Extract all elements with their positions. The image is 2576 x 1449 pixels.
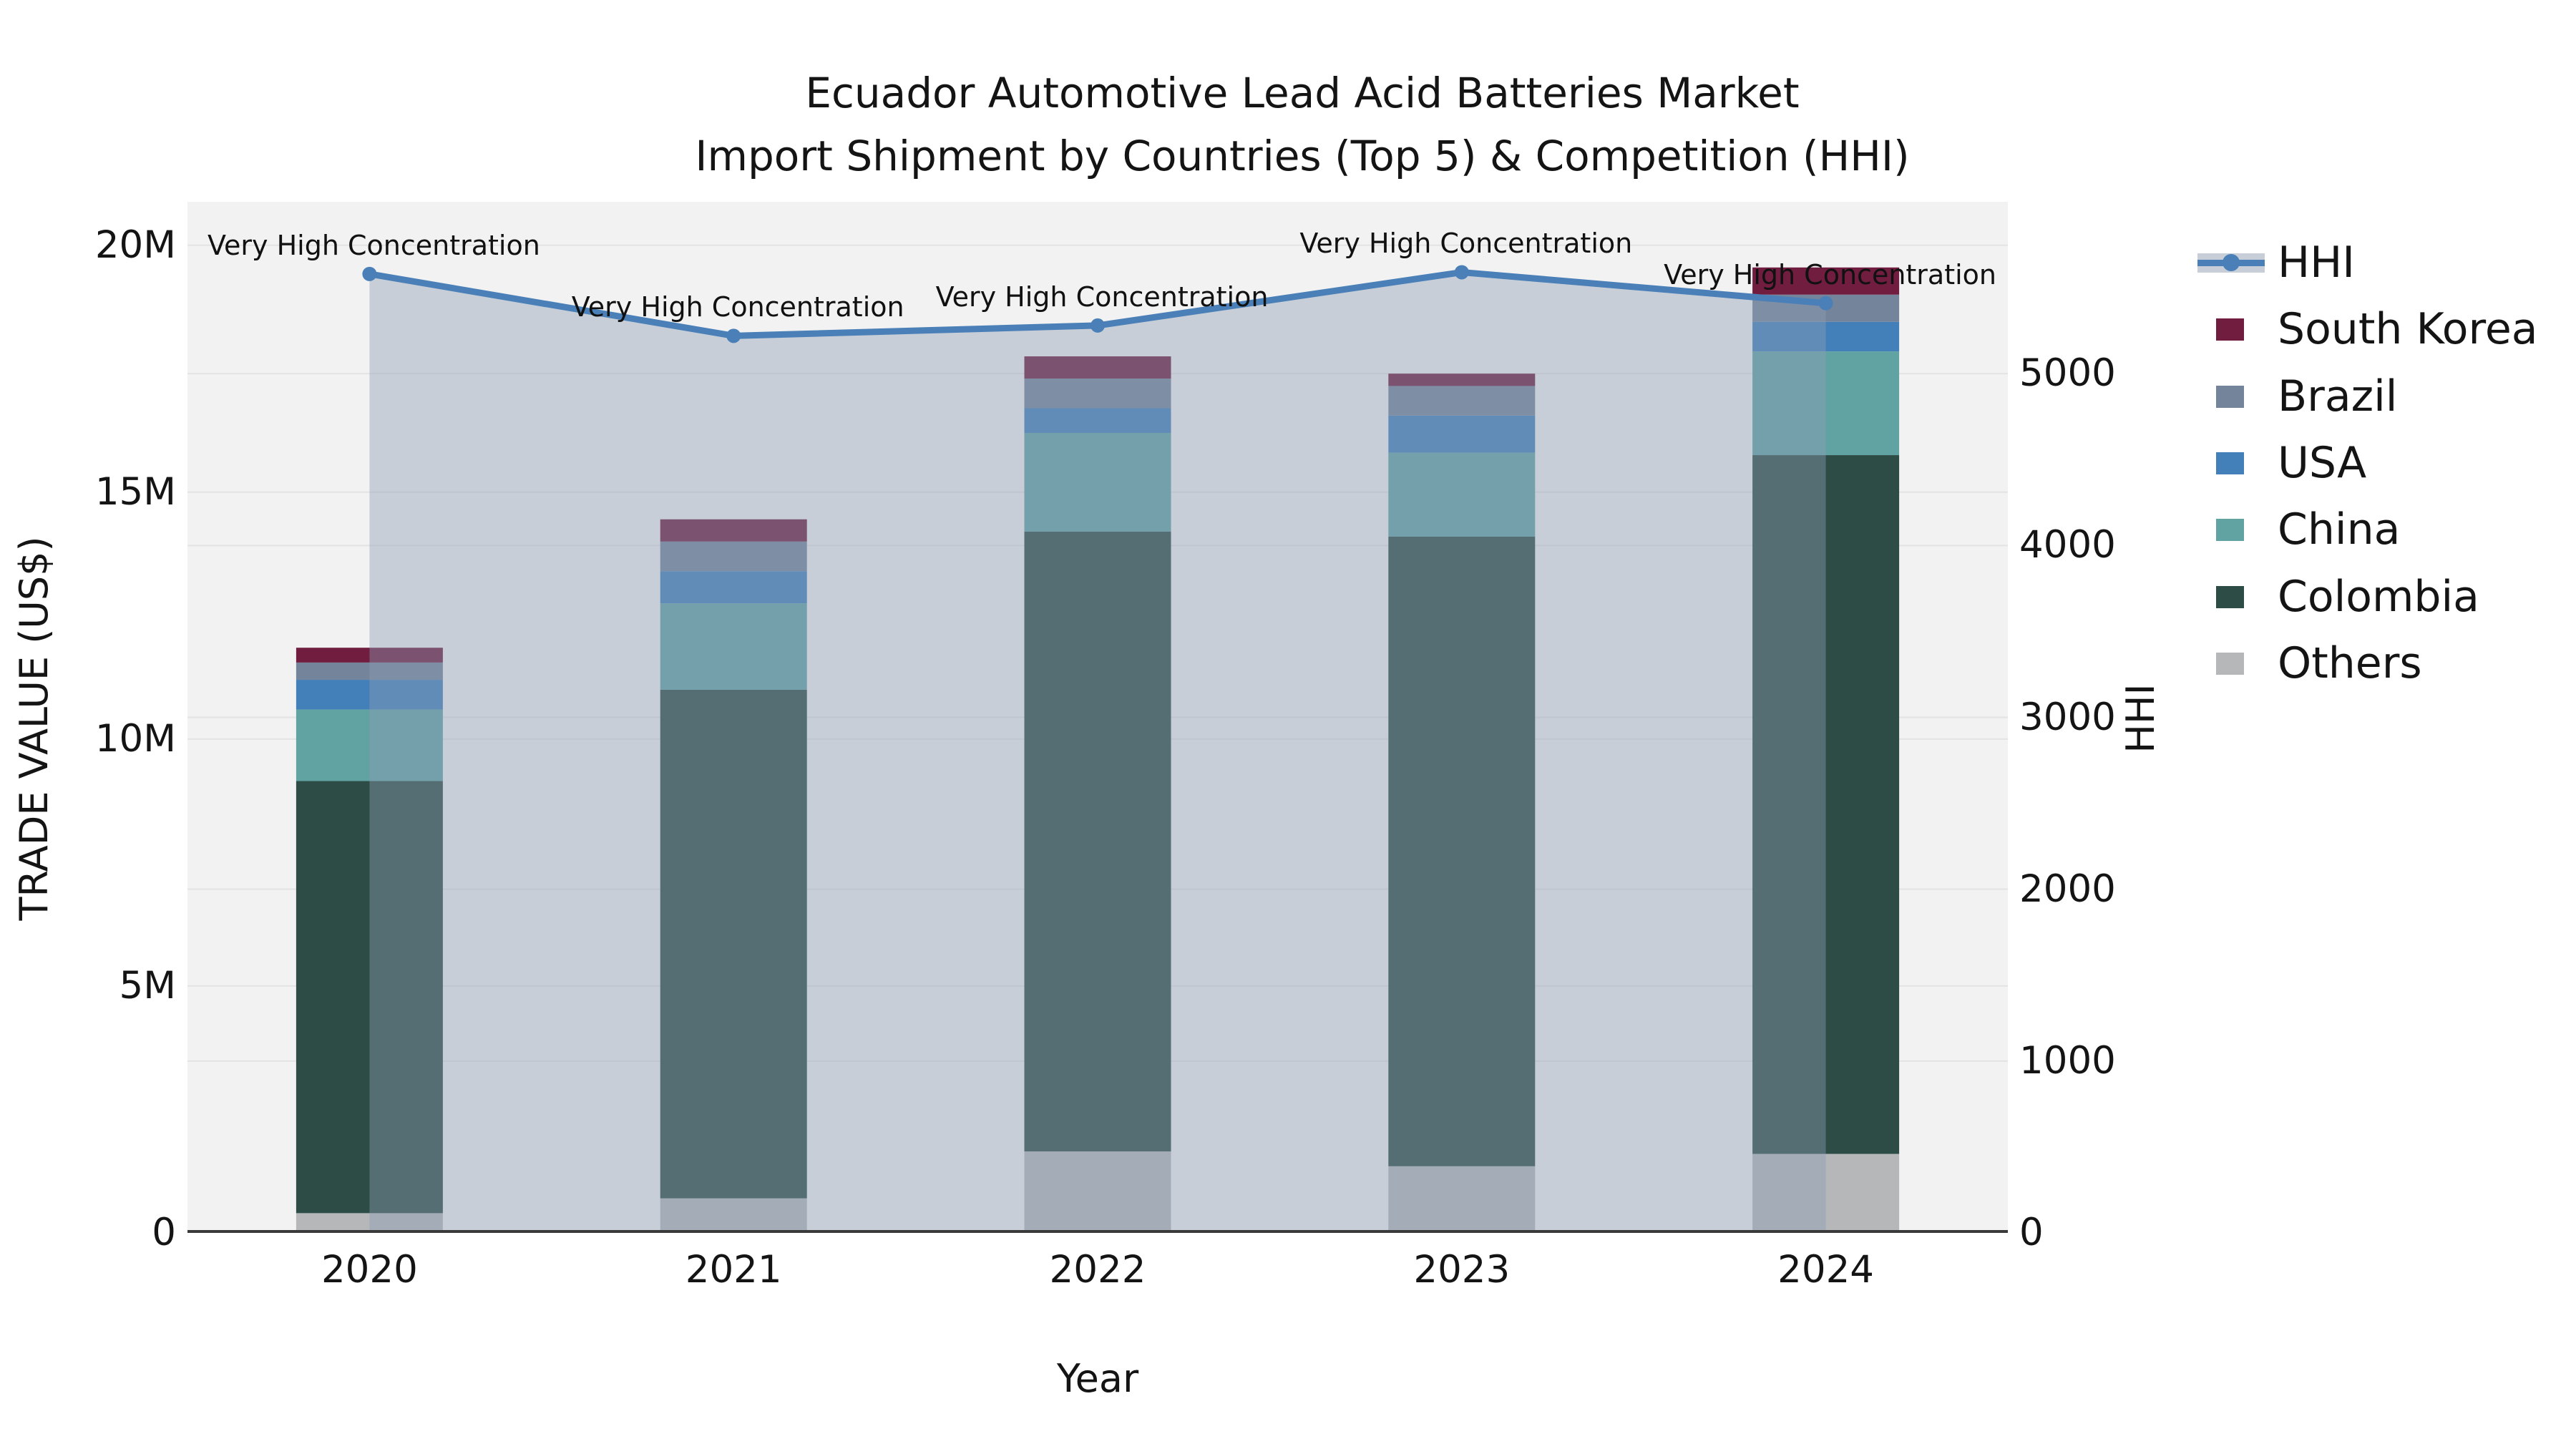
legend-swatch-brazil (2216, 385, 2244, 408)
x-tick-label-2020: 2020 (321, 1248, 418, 1292)
bar-segment-china-2024 (1752, 351, 1900, 456)
left-tick-label-5M: 5M (119, 963, 176, 1008)
bar-segment-colombia-2023 (1388, 536, 1536, 1166)
hhi-point-2021 (726, 328, 741, 343)
bar-segment-china-2023 (1388, 452, 1536, 537)
bar-segment-brazil-2023 (1388, 386, 1536, 416)
legend-swatch-colombia (2216, 585, 2244, 608)
right-tick-label-1000: 1000 (2019, 1038, 2116, 1083)
hhi-point-2023 (1454, 265, 1469, 280)
bar-segment-others-2020 (296, 1213, 443, 1233)
bar-segment-others-2022 (1024, 1151, 1171, 1233)
legend-label-china: China (2278, 504, 2401, 555)
bar-segment-usa-2020 (296, 680, 443, 710)
legend-label-others: Others (2278, 638, 2422, 688)
hhi-area-fill (369, 272, 1826, 1233)
legend-label-south-korea: South Korea (2278, 304, 2538, 355)
chart-title: Ecuador Automotive Lead Acid Batteries M… (29, 62, 2576, 187)
legend-label-usa: USA (2278, 437, 2367, 488)
chart-title-line2: Import Shipment by Countries (Top 5) & C… (695, 132, 1910, 180)
bar-segment-colombia-2024 (1752, 455, 1900, 1154)
left-tick-label-15M: 15M (94, 469, 176, 514)
bar-segment-brazil-2021 (660, 541, 807, 572)
chart-title-line1: Ecuador Automotive Lead Acid Batteries M… (805, 69, 1800, 117)
bar-segment-others-2023 (1388, 1166, 1536, 1233)
legend-swatch-usa (2216, 452, 2244, 474)
annotation-2024: Very High Concentration (1664, 258, 1997, 291)
plot-area (187, 244, 2008, 1233)
legend-swatch-south-korea (2216, 318, 2244, 341)
right-axis-title: HHI (2118, 683, 2163, 753)
legend-label-colombia: Colombia (2278, 571, 2479, 622)
bar-segment-south-korea-2024 (1752, 267, 1900, 295)
bar-segment-others-2021 (660, 1198, 807, 1233)
legend-hhi-marker-sample (2223, 254, 2240, 271)
bar-segment-south-korea-2021 (660, 519, 807, 542)
left-tick-label-10M: 10M (94, 716, 176, 761)
bar-segment-colombia-2022 (1024, 532, 1171, 1152)
annotation-2021: Very High Concentration (571, 291, 904, 323)
x-tick-label-2021: 2021 (685, 1248, 782, 1292)
right-tick-label-4000: 4000 (2019, 523, 2116, 567)
right-tick-label-0: 0 (2019, 1211, 2044, 1254)
left-tick-label-0: 0 (152, 1211, 176, 1254)
bar-segment-usa-2023 (1388, 415, 1536, 453)
bar-segment-china-2022 (1024, 432, 1171, 532)
left-tick-label-20M: 20M (94, 223, 176, 267)
hhi-point-2022 (1091, 318, 1105, 333)
bar-segment-brazil-2020 (296, 662, 443, 680)
legend-label-hhi: HHI (2278, 238, 2355, 288)
bar-segment-colombia-2020 (296, 781, 443, 1214)
legend-label-brazil: Brazil (2278, 371, 2398, 421)
bar-segment-usa-2024 (1752, 321, 1900, 352)
bar-segment-south-korea-2022 (1024, 356, 1171, 379)
bar-segment-usa-2021 (660, 571, 807, 604)
bar-segment-brazil-2022 (1024, 379, 1171, 409)
legend-swatch-china (2216, 519, 2244, 542)
right-tick-label-2000: 2000 (2019, 867, 2116, 911)
bar-segment-china-2020 (296, 709, 443, 781)
x-tick-label-2024: 2024 (1777, 1248, 1875, 1292)
right-tick-label-5000: 5000 (2019, 351, 2116, 396)
x-axis-title: Year (1056, 1356, 1139, 1401)
right-tick-label-3000: 3000 (2019, 695, 2116, 739)
x-tick-label-2022: 2022 (1049, 1248, 1146, 1292)
bar-segment-china-2021 (660, 603, 807, 690)
bar-segment-south-korea-2020 (296, 648, 443, 663)
hhi-point-2020 (362, 266, 377, 281)
bar-segment-colombia-2021 (660, 689, 807, 1199)
hhi-point-2024 (1818, 296, 1833, 311)
annotation-2023: Very High Concentration (1299, 228, 1633, 260)
x-tick-label-2023: 2023 (1413, 1248, 1511, 1292)
bar-segment-usa-2022 (1024, 408, 1171, 433)
legend-swatch-others (2216, 652, 2244, 675)
bar-segment-south-korea-2023 (1388, 374, 1536, 386)
annotation-2020: Very High Concentration (207, 229, 540, 261)
annotation-2022: Very High Concentration (935, 280, 1269, 313)
bar-segment-others-2024 (1752, 1153, 1900, 1233)
